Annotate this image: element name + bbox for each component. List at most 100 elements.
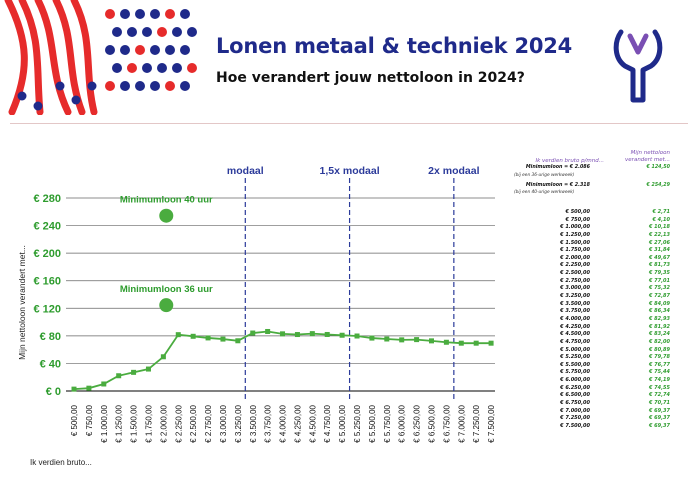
- data-point: [101, 381, 107, 387]
- data-point: [339, 332, 345, 338]
- decor-dot: [105, 81, 115, 91]
- x-axis-label: Ik verdien bruto...: [30, 458, 92, 467]
- net-cell: € 77,01: [648, 277, 670, 284]
- net-cell: € 69,37: [648, 415, 670, 422]
- data-point: [160, 354, 166, 360]
- net-cell: € 31,84: [648, 247, 670, 254]
- decor-dot: [112, 63, 122, 73]
- gross-cell: € 7.250,00: [560, 415, 590, 422]
- gross-cell: € 4.750,00: [560, 338, 590, 345]
- x-tick-label: € 4.500,00: [308, 404, 317, 442]
- data-point: [280, 331, 286, 337]
- net-cell: € 74,19: [648, 377, 670, 384]
- decor-dot: [180, 45, 190, 55]
- decor-dot: [165, 45, 175, 55]
- table-row: € 7.250,00 € 69,37: [508, 415, 670, 423]
- x-tick-label: € 6.500,00: [428, 404, 437, 442]
- table-row: € 4.500,00 € 83,24: [508, 331, 670, 339]
- gross-cell: € 1.000,00: [560, 224, 590, 231]
- x-tick-label: € 7.500,00: [487, 404, 496, 442]
- y-tick-label: € 240: [33, 221, 61, 233]
- data-point: [71, 386, 77, 392]
- decor-dot: [112, 27, 122, 37]
- decor-dot: [71, 95, 81, 105]
- gross-cell: € 2.750,00: [560, 277, 590, 284]
- reference-line-label: 1,5x modaal: [320, 165, 380, 177]
- decor-dot: [135, 9, 145, 19]
- x-tick-label: € 2.750,00: [204, 404, 213, 442]
- red-stripe: [34, 0, 72, 115]
- table-row: € 2.000,00 € 49,67: [508, 255, 670, 263]
- decor-dot: [135, 45, 145, 55]
- minimum-wage-notes: Minimumloon = € 2.086 € 124,50 (bij een 36…: [508, 165, 670, 199]
- highlight-marker: [159, 208, 174, 223]
- gross-cell: € 4.000,00: [560, 315, 590, 322]
- decor-dot: [142, 63, 152, 73]
- table-row: € 6.500,00 € 72,74: [508, 392, 670, 400]
- note-row: Minimumloon = € 2.318 € 254,29: [508, 183, 670, 191]
- table-row: € 6.750,00 € 70,71: [508, 400, 670, 408]
- table-row: € 750,00 € 4,10: [508, 217, 670, 225]
- note-subtext: (bij een 40-urige werkweek): [514, 190, 575, 195]
- decor-dot: [120, 9, 130, 19]
- table-row: € 2.250,00 € 81,73: [508, 262, 670, 270]
- chart: € 0 € 40 € 80 € 120 € 160 € 200 € 240 € 280 Mijn…: [17, 165, 496, 443]
- data-point: [86, 385, 92, 391]
- x-tick-label: € 3.000,00: [219, 404, 228, 442]
- table-row: € 3.750,00 € 86,34: [508, 308, 670, 316]
- net-cell: € 72,74: [648, 392, 670, 399]
- decor-dot: [120, 45, 130, 55]
- data-point: [265, 328, 271, 334]
- data-point: [399, 337, 405, 343]
- gross-cell: € 2.250,00: [560, 262, 590, 269]
- table-row: € 1.500,00 € 27,06: [508, 240, 670, 248]
- decor-dot: [150, 9, 160, 19]
- table-row: € 5.750,00 € 75,44: [508, 369, 670, 377]
- x-tick-label: € 3.500,00: [249, 404, 258, 442]
- net-cell: € 74,55: [648, 384, 670, 391]
- decor-dot: [172, 63, 182, 73]
- data-point: [488, 340, 494, 346]
- gross-cell: € 3.250,00: [560, 293, 590, 300]
- table-row: € 3.000,00 € 75,32: [508, 285, 670, 293]
- x-tick-label: € 2.500,00: [189, 404, 198, 442]
- table-row: € 1.000,00 € 10,18: [508, 224, 670, 232]
- net-cell: € 75,44: [648, 369, 670, 376]
- x-tick-label: € 1.000,00: [100, 404, 109, 442]
- data-point: [294, 332, 300, 338]
- table-row: € 7.000,00 € 69,37: [508, 408, 670, 416]
- table-row: € 6.000,00 € 74,19: [508, 377, 670, 385]
- x-tick-label: € 500,00: [70, 404, 79, 436]
- x-tick-label: € 3.250,00: [234, 404, 243, 442]
- note-row: Minimumloon = € 2.086 € 124,50: [508, 165, 670, 173]
- highlight-marker: [159, 298, 174, 313]
- net-cell: € 83,24: [648, 331, 670, 338]
- data-point: [131, 369, 137, 375]
- x-tick-label: € 6.750,00: [442, 404, 451, 442]
- data-point: [250, 330, 256, 336]
- gross-cell: € 3.500,00: [560, 300, 590, 307]
- gross-cell: € 2.000,00: [560, 254, 590, 261]
- decor-dot: [87, 81, 97, 91]
- gross-cell: € 1.750,00: [560, 247, 590, 254]
- x-tick-label: € 4.000,00: [279, 404, 288, 442]
- x-tick-label: € 5.000,00: [338, 404, 347, 442]
- gross-cell: € 750,00: [565, 216, 590, 223]
- table-row: € 500,00 € 2,71: [508, 209, 670, 217]
- table-header: Ik verdien bruto p/mnd... Mijn nettoloon…: [508, 136, 670, 164]
- table-row: € 2.750,00 € 77,01: [508, 278, 670, 286]
- net-cell: € 79,78: [648, 354, 670, 361]
- decor-dot: [142, 27, 152, 37]
- data-point: [235, 338, 241, 344]
- gross-cell: € 5.500,00: [560, 361, 590, 368]
- net-cell: € 76,77: [648, 361, 670, 368]
- table-row: € 3.500,00 € 84,09: [508, 301, 670, 309]
- net-cell: € 82,00: [648, 338, 670, 345]
- gross-cell: € 7.500,00: [560, 422, 590, 429]
- table-row: € 2.500,00 € 79,35: [508, 270, 670, 278]
- decor-dot: [180, 81, 190, 91]
- note-subtext: (bij een 36-urige werkweek): [514, 172, 575, 178]
- decor-dot: [187, 63, 197, 73]
- net-cell: € 79,35: [648, 270, 670, 277]
- x-tick-label: € 6.000,00: [398, 404, 407, 442]
